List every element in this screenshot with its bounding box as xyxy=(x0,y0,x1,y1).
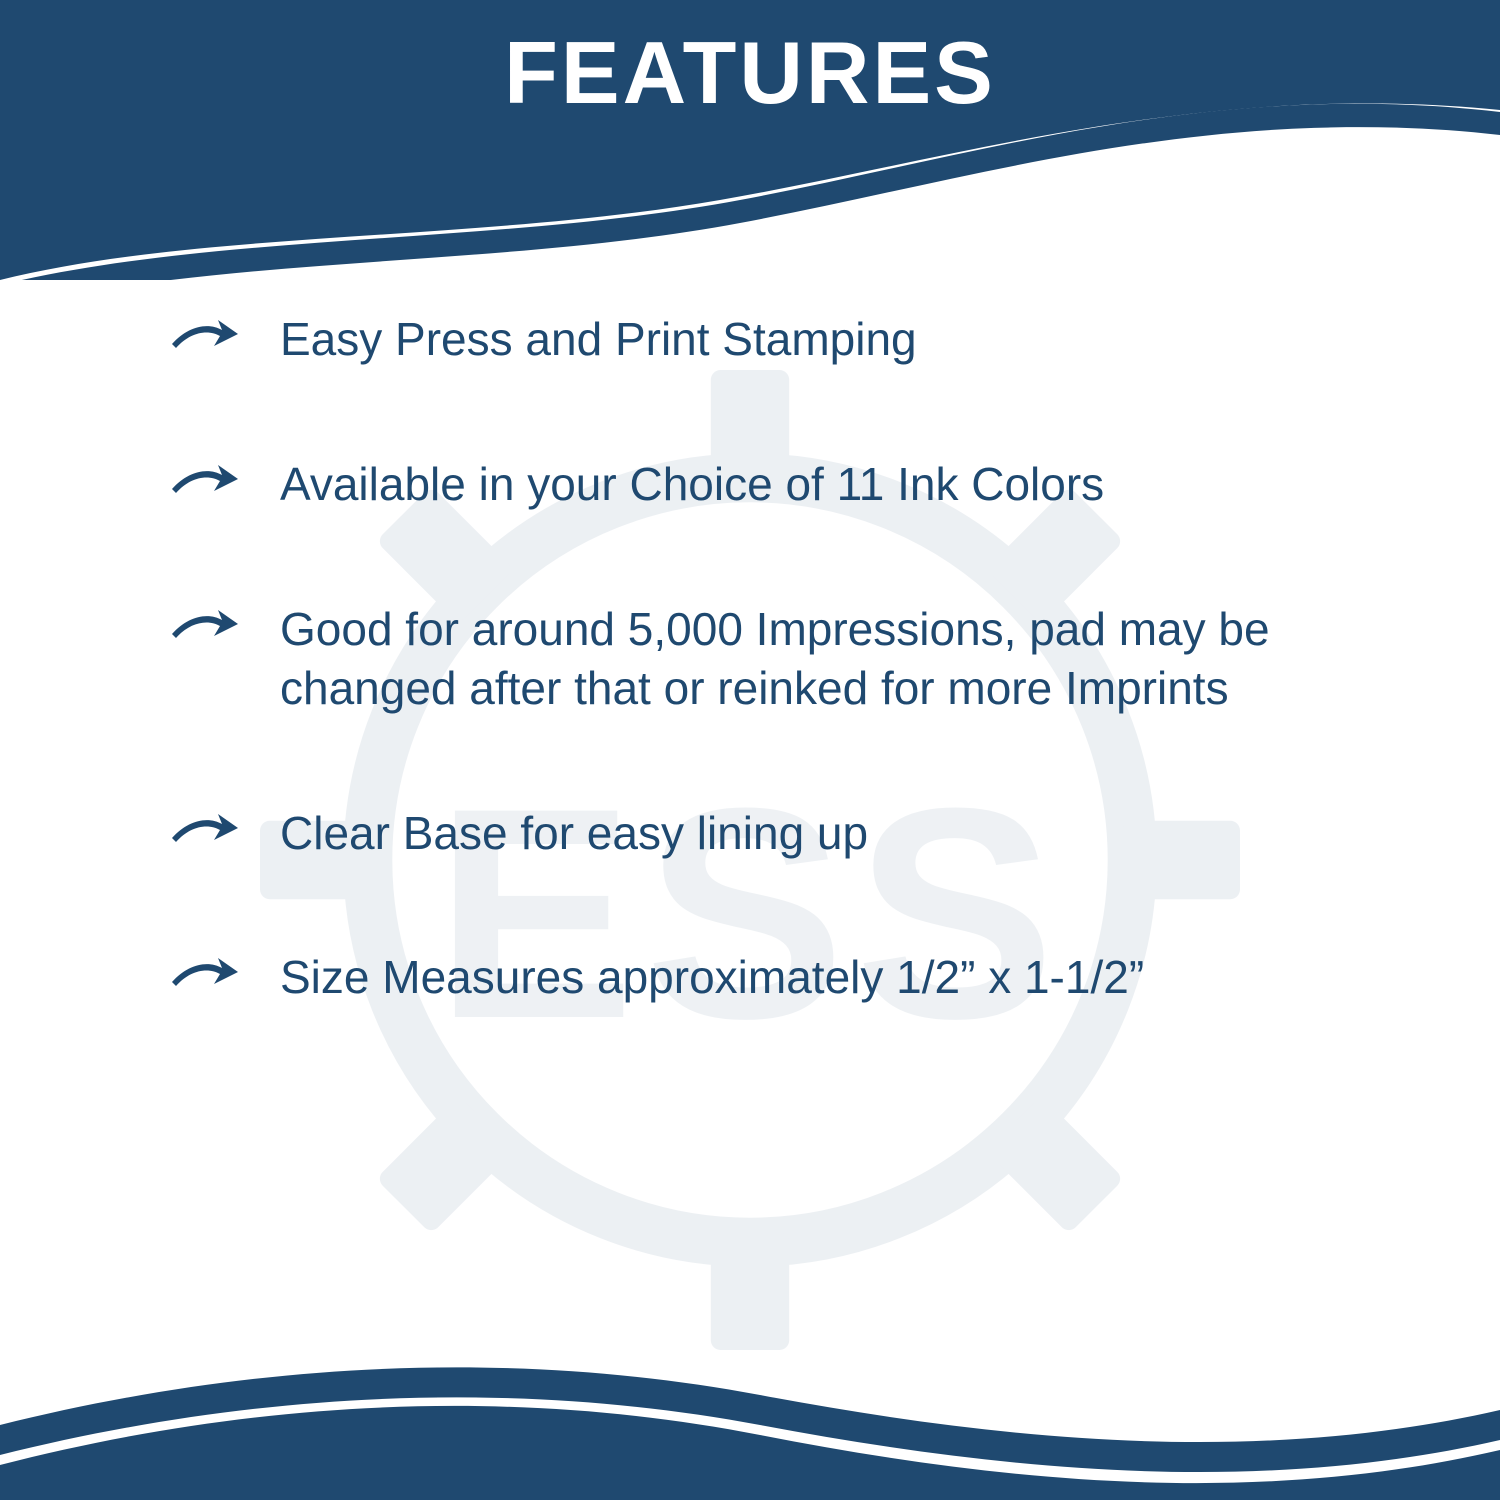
arrow-icon xyxy=(170,606,270,656)
feature-item: Easy Press and Print Stamping xyxy=(170,310,1380,369)
feature-text: Available in your Choice of 11 Ink Color… xyxy=(270,455,1104,514)
page-title: FEATURES xyxy=(0,22,1500,124)
feature-text: Easy Press and Print Stamping xyxy=(270,310,917,369)
feature-text: Good for around 5,000 Impressions, pad m… xyxy=(270,600,1380,718)
feature-item: Good for around 5,000 Impressions, pad m… xyxy=(170,600,1380,718)
feature-text: Clear Base for easy lining up xyxy=(270,804,868,863)
arrow-icon xyxy=(170,461,270,511)
arrow-icon xyxy=(170,316,270,366)
features-list: Easy Press and Print Stamping Available … xyxy=(170,310,1380,1093)
arrow-icon xyxy=(170,810,270,860)
feature-item: Clear Base for easy lining up xyxy=(170,804,1380,863)
feature-text: Size Measures approximately 1/2” x 1-1/2… xyxy=(270,948,1144,1007)
bottom-banner xyxy=(0,1290,1500,1500)
feature-item: Size Measures approximately 1/2” x 1-1/2… xyxy=(170,948,1380,1007)
feature-item: Available in your Choice of 11 Ink Color… xyxy=(170,455,1380,514)
arrow-icon xyxy=(170,954,270,1004)
